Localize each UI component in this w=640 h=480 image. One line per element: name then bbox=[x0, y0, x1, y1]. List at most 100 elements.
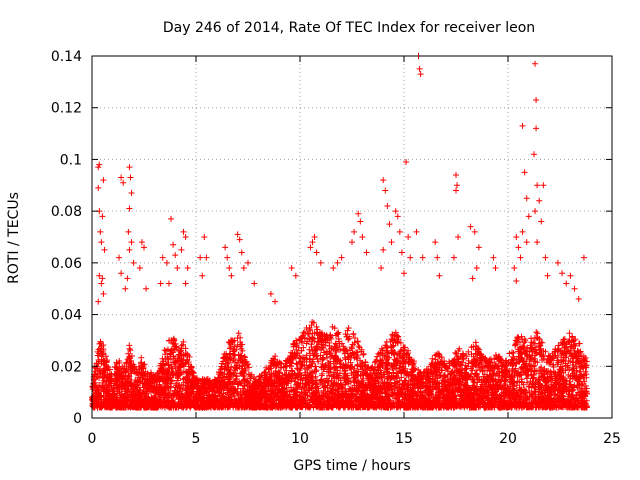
data-point bbox=[235, 330, 242, 337]
data-point bbox=[164, 346, 171, 353]
data-point bbox=[168, 378, 175, 385]
data-point bbox=[97, 393, 104, 400]
data-point bbox=[127, 368, 134, 375]
data-point bbox=[180, 356, 187, 363]
data-point bbox=[177, 385, 184, 392]
data-point bbox=[151, 394, 158, 401]
data-point bbox=[111, 370, 118, 377]
data-point bbox=[127, 347, 134, 354]
data-point bbox=[147, 388, 154, 395]
data-point bbox=[188, 385, 195, 392]
data-point bbox=[99, 383, 106, 390]
data-point bbox=[97, 340, 104, 347]
data-point bbox=[94, 352, 101, 359]
data-point bbox=[143, 393, 150, 400]
data-point bbox=[114, 396, 121, 403]
data-point bbox=[168, 347, 175, 354]
data-point bbox=[165, 385, 172, 392]
data-point bbox=[149, 372, 156, 379]
chart-title: Day 246 of 2014, Rate Of TEC Index for r… bbox=[163, 20, 535, 36]
data-point bbox=[172, 403, 179, 410]
data-point bbox=[345, 325, 352, 332]
data-point bbox=[306, 355, 313, 362]
data-point bbox=[141, 361, 148, 368]
data-point bbox=[106, 383, 113, 390]
data-point bbox=[103, 358, 110, 365]
data-points bbox=[89, 53, 591, 411]
data-point bbox=[156, 389, 163, 396]
data-point bbox=[102, 372, 109, 379]
data-point bbox=[355, 343, 362, 350]
data-point bbox=[151, 373, 158, 380]
data-point bbox=[136, 366, 143, 373]
data-point bbox=[177, 361, 184, 368]
data-point bbox=[182, 360, 189, 367]
data-point bbox=[144, 379, 151, 386]
data-point bbox=[89, 393, 96, 400]
data-point bbox=[179, 341, 186, 348]
data-point bbox=[176, 391, 183, 398]
data-point bbox=[151, 379, 158, 386]
data-point bbox=[184, 352, 191, 359]
data-point bbox=[135, 393, 142, 400]
data-point bbox=[147, 380, 154, 387]
data-point bbox=[123, 395, 130, 402]
data-point bbox=[103, 390, 110, 397]
data-point bbox=[100, 347, 107, 354]
data-point bbox=[117, 392, 124, 399]
data-point bbox=[102, 353, 109, 360]
data-point bbox=[138, 396, 145, 403]
data-point bbox=[168, 383, 175, 390]
data-point bbox=[131, 399, 138, 406]
data-point bbox=[118, 401, 125, 408]
data-point bbox=[140, 372, 147, 379]
data-point bbox=[169, 340, 176, 347]
data-point bbox=[190, 370, 197, 377]
data-point bbox=[184, 384, 191, 391]
data-point bbox=[172, 340, 179, 347]
data-point bbox=[110, 386, 117, 393]
data-point bbox=[170, 335, 177, 342]
data-point bbox=[182, 345, 189, 352]
data-point bbox=[168, 398, 175, 405]
data-point bbox=[188, 393, 195, 400]
data-point bbox=[126, 345, 133, 352]
grid-lines bbox=[92, 56, 612, 418]
data-point bbox=[101, 399, 108, 406]
data-point bbox=[180, 363, 187, 370]
data-point bbox=[102, 382, 109, 389]
data-point bbox=[176, 371, 183, 378]
data-point bbox=[173, 344, 180, 351]
data-point bbox=[138, 354, 145, 361]
data-point bbox=[139, 390, 146, 397]
data-point bbox=[91, 364, 98, 371]
data-point bbox=[116, 359, 123, 366]
data-point bbox=[118, 372, 125, 379]
data-point bbox=[185, 361, 192, 368]
data-point bbox=[125, 373, 132, 380]
data-point bbox=[128, 352, 135, 359]
data-point bbox=[156, 397, 163, 404]
data-point bbox=[161, 347, 168, 354]
data-point bbox=[115, 368, 122, 375]
data-point bbox=[140, 365, 147, 372]
data-point bbox=[125, 350, 132, 357]
data-point bbox=[122, 388, 129, 395]
data-point bbox=[160, 366, 167, 373]
data-point bbox=[160, 361, 167, 368]
data-point bbox=[96, 382, 103, 389]
data-point bbox=[90, 380, 97, 387]
data-point bbox=[144, 396, 151, 403]
data-point bbox=[151, 402, 158, 409]
data-point bbox=[135, 376, 142, 383]
data-point bbox=[110, 391, 117, 398]
data-point bbox=[147, 369, 154, 376]
data-point bbox=[167, 356, 174, 363]
data-point bbox=[114, 384, 121, 391]
data-point bbox=[157, 384, 164, 391]
data-point bbox=[175, 377, 182, 384]
data-point bbox=[181, 396, 188, 403]
data-point bbox=[123, 359, 130, 366]
data-point bbox=[119, 396, 126, 403]
